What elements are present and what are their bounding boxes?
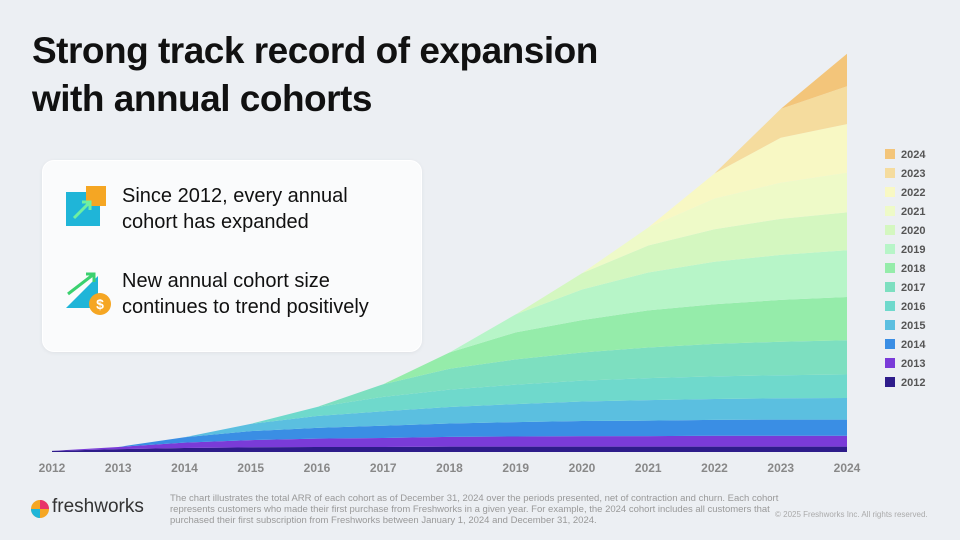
legend-label: 2017	[901, 282, 925, 294]
x-tick-label: 2022	[701, 461, 728, 475]
legend-swatch	[885, 358, 895, 368]
title: with annual cohorts	[32, 78, 372, 119]
area	[52, 419, 847, 451]
legend-label: 2014	[901, 339, 926, 351]
x-tick-label: 2015	[237, 461, 264, 475]
area	[52, 374, 847, 451]
x-tick-label: 2021	[635, 461, 662, 475]
legend-label: 2022	[901, 187, 925, 199]
legend-swatch	[885, 149, 895, 159]
legend-swatch	[885, 301, 895, 311]
legend-swatch	[885, 168, 895, 178]
x-tick-label: 2019	[502, 461, 529, 475]
x-tick-label: 2012	[39, 461, 66, 475]
expand-icon	[66, 186, 106, 226]
legend-label: 2024	[901, 149, 926, 161]
svg-text:$: $	[96, 296, 104, 312]
legend-label: 2020	[901, 225, 925, 237]
x-tick-label: 2016	[304, 461, 331, 475]
logo: freshworks	[52, 496, 144, 517]
area	[52, 340, 847, 451]
legend-label: 2016	[901, 301, 925, 313]
area	[52, 446, 847, 452]
legend-swatch	[885, 225, 895, 235]
legend-swatch	[885, 282, 895, 292]
area	[52, 250, 847, 451]
legend-swatch	[885, 263, 895, 273]
legend-swatch	[885, 244, 895, 254]
x-tick-label: 2020	[569, 461, 596, 475]
callout-line: Since 2012, every annual	[122, 185, 348, 207]
title: Strong track record of expansion	[32, 30, 598, 71]
callout-line: continues to trend positively	[122, 296, 369, 318]
x-tick-label: 2014	[171, 461, 198, 475]
x-tick-label: 2023	[767, 461, 794, 475]
x-tick-label: 2013	[105, 461, 132, 475]
area	[52, 172, 847, 451]
logo-mark	[31, 500, 49, 518]
footnote: purchased their first subscription from …	[170, 515, 597, 526]
legend-label: 2013	[901, 358, 925, 370]
callout-text: New annual cohort size continues to trend…	[82, 268, 369, 320]
legend-label: 2018	[901, 263, 925, 275]
area	[52, 86, 847, 451]
trend-icon: $	[66, 272, 111, 315]
area	[52, 124, 847, 451]
footnote: represents customers who made their firs…	[170, 504, 770, 515]
area	[52, 297, 847, 451]
legend-swatch	[885, 320, 895, 330]
legend-swatch	[885, 377, 895, 387]
area	[52, 435, 847, 451]
footnote: The chart illustrates the total ARR of e…	[170, 493, 779, 504]
legend-swatch	[885, 187, 895, 197]
legend-label: 2015	[901, 320, 925, 332]
x-tick-label: 2024	[834, 461, 861, 475]
callout-line: cohort has expanded	[122, 211, 309, 233]
area	[52, 212, 847, 451]
area	[52, 397, 847, 451]
legend-swatch	[885, 339, 895, 349]
copyright: © 2025 Freshworks Inc. All rights reserv…	[775, 510, 928, 519]
legend-label: 2012	[901, 377, 925, 389]
legend-label: 2019	[901, 244, 925, 256]
callout-line: New annual cohort size	[122, 270, 330, 292]
legend-label: 2021	[901, 206, 925, 218]
x-tick-label: 2018	[436, 461, 463, 475]
legend-label: 2023	[901, 168, 925, 180]
legend-swatch	[885, 206, 895, 216]
x-tick-label: 2017	[370, 461, 397, 475]
callout-text: Since 2012, every annual cohort has expan…	[82, 183, 348, 235]
